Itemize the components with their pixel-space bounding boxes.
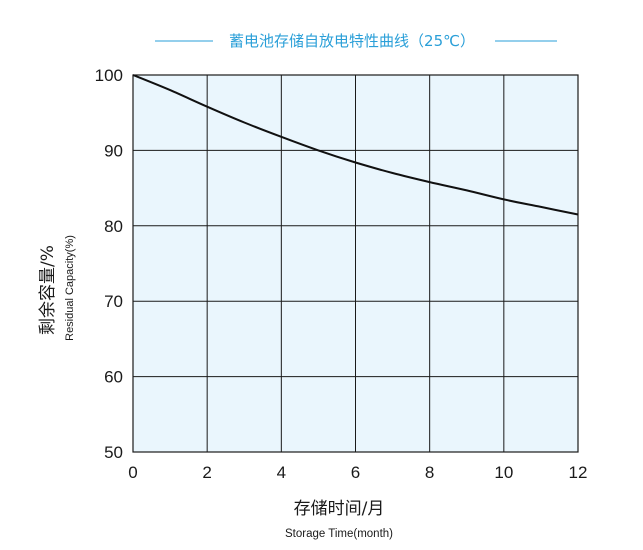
y-tick-label: 70 [104,292,123,311]
x-tick-label: 4 [277,463,286,482]
y-tick-label: 50 [104,443,123,462]
y-tick-label: 100 [95,66,123,85]
y-tick-label: 90 [104,141,123,160]
plot-frame [132,74,579,453]
x-tick-label: 6 [351,463,360,482]
chart-title-text: 蓄电池存储自放电特性曲线（25℃） [229,32,475,50]
y-tick-label: 60 [104,368,123,387]
x-tick-label: 12 [569,463,588,482]
x-tick-label: 10 [494,463,513,482]
series-line-capacity [132,74,579,216]
x-tick-label: 2 [202,463,211,482]
y-tick-labels: 50 60 70 80 90 100 [95,66,123,462]
chart-title: 蓄电池存储自放电特性曲线（25℃） [155,32,557,50]
y-tick-label: 80 [104,217,123,236]
y-axis-label-cn: 剩余容量/% [38,245,58,335]
x-axis-label-cn: 存储时间/月 [294,499,385,519]
y-axis-label: 剩余容量/% [38,245,58,335]
y-axis-label-en: Residual Capacity(%) [64,235,76,341]
x-tick-labels: 0 2 4 6 8 10 12 [128,463,587,482]
y-axis-label-english: Residual Capacity(%) [64,235,76,341]
x-axis-label-en: Storage Time(month) [285,528,393,540]
x-tick-label: 8 [425,463,434,482]
x-tick-label: 0 [128,463,137,482]
